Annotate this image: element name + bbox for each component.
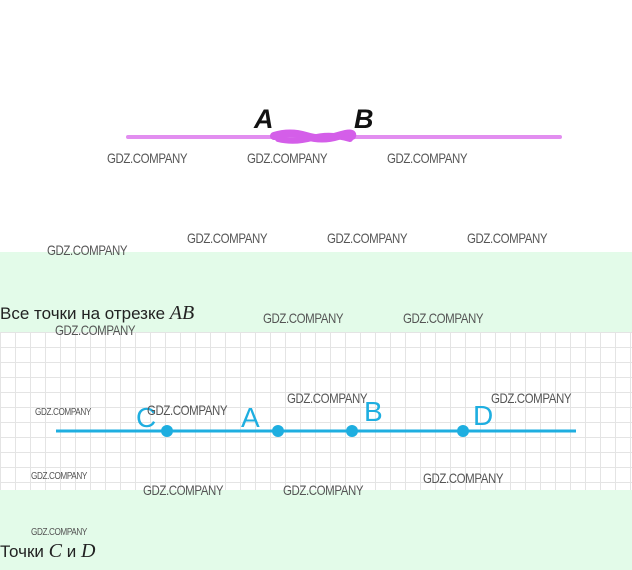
watermark: GDZ.COMPANY [187, 230, 268, 246]
caption-points-cd-math-d: D [80, 540, 96, 562]
watermark: GDZ.COMPANY [35, 407, 91, 418]
point-a [272, 425, 284, 437]
watermark: GDZ.COMPANY [247, 150, 328, 166]
label-d: D [473, 400, 493, 431]
caption-band-bottom [0, 490, 632, 570]
watermark: GDZ.COMPANY [491, 390, 572, 406]
caption-band-top [0, 252, 632, 332]
watermark: GDZ.COMPANY [55, 322, 136, 338]
watermark: GDZ.COMPANY [47, 242, 128, 258]
watermark: GDZ.COMPANY [263, 310, 344, 326]
point-b [346, 425, 358, 437]
watermark: GDZ.COMPANY [31, 471, 87, 482]
label-b: B [364, 396, 383, 427]
point-d [457, 425, 469, 437]
watermark: GDZ.COMPANY [283, 482, 364, 498]
label-a-top: A [253, 104, 274, 134]
caption-points-cd: Точки C и D [0, 540, 95, 563]
watermark: GDZ.COMPANY [467, 230, 548, 246]
watermark: GDZ.COMPANY [423, 470, 504, 486]
watermark: GDZ.COMPANY [31, 527, 87, 538]
segment-ab-highlight-stroke [275, 132, 353, 144]
watermark: GDZ.COMPANY [387, 150, 468, 166]
caption-points-cd-text: Точки [0, 542, 49, 561]
watermark: GDZ.COMPANY [327, 230, 408, 246]
point-c [161, 425, 173, 437]
watermark: GDZ.COMPANY [107, 150, 188, 166]
caption-segment-ab-math: AB [169, 302, 195, 324]
label-b-top: B [354, 104, 374, 134]
watermark: GDZ.COMPANY [147, 402, 228, 418]
caption-points-cd-mid: и [62, 542, 81, 561]
watermark: GDZ.COMPANY [403, 310, 484, 326]
watermark: GDZ.COMPANY [287, 390, 368, 406]
caption-segment-ab: Все точки на отрезке AB [0, 302, 194, 325]
label-c: C [136, 402, 156, 433]
caption-segment-ab-text: Все точки на отрезке [0, 304, 170, 323]
caption-points-cd-math-c: C [48, 540, 62, 562]
grid-panel [0, 332, 632, 490]
label-a: A [241, 402, 260, 433]
watermark: GDZ.COMPANY [143, 482, 224, 498]
